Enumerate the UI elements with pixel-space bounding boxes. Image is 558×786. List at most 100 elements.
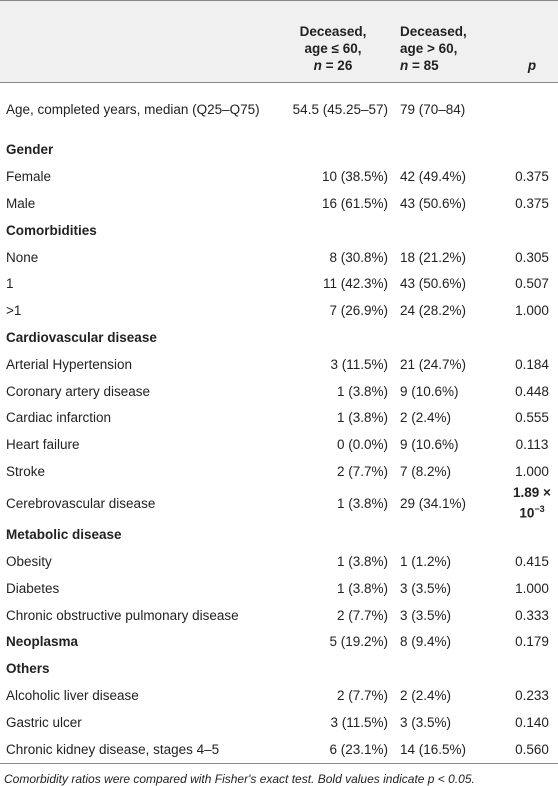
value-cell: 0.179 <box>515 634 549 650</box>
value-cell: 1.89 × 10−3 <box>506 485 558 522</box>
table-row: Metabolic disease <box>0 522 558 549</box>
value-cell: 2 (2.4%) <box>400 688 452 704</box>
header-row: Deceased, age ≤ 60, n = 26 Deceased, age > 6… <box>0 0 558 83</box>
table-body: Age, completed years, median (Q25–Q75) 54… <box>0 83 558 764</box>
header-count-value: = 85 <box>412 58 439 73</box>
value-cell: 1.000 <box>515 580 549 596</box>
value-cell: 43 (50.6%) <box>400 276 467 292</box>
value-cell: 7 (8.2%) <box>400 463 452 479</box>
header-count-value: = 26 <box>325 58 353 73</box>
table-row: 1 11 (42.3%) 43 (50.6%) 0.507 <box>0 271 558 298</box>
row-label: Gastric ulcer <box>6 714 82 730</box>
empty-cell <box>277 325 392 352</box>
empty-cell <box>392 656 506 683</box>
header-n: n <box>313 58 322 73</box>
value-cell: 79 (70–84) <box>400 102 466 117</box>
value-cell: 0.305 <box>515 249 549 265</box>
cell-sup: −3 <box>534 504 545 515</box>
table-row: Stroke 2 (7.7%) 7 (8.2%) 1.000 <box>0 459 558 486</box>
value-cell: 42 (49.4%) <box>400 169 467 185</box>
value-cell: 0.415 <box>515 554 549 570</box>
row-label: Cerebrovascular disease <box>6 495 156 511</box>
row-label: Heart failure <box>6 437 80 453</box>
table-row: Comorbidities <box>0 217 558 244</box>
value-cell: 0.448 <box>515 383 549 399</box>
row-label: Chronic kidney disease, stages 4–5 <box>6 741 220 757</box>
value-cell: 3 (3.5%) <box>400 607 452 623</box>
section-label: Cardiovascular disease <box>6 329 157 345</box>
section-label: Others <box>6 661 50 677</box>
footnote: Comorbidity ratios were compared with Fi… <box>4 772 475 786</box>
value-cell: 0.233 <box>515 688 549 704</box>
value-cell: 7 (26.9%) <box>329 303 388 319</box>
value-cell: 5 (19.2%) <box>329 634 388 650</box>
value-cell: 0.140 <box>515 714 549 730</box>
empty-cell <box>392 522 506 549</box>
row-label: Coronary artery disease <box>6 383 151 399</box>
empty-cell <box>506 656 558 683</box>
row-label: Obesity <box>6 554 52 570</box>
value-cell: 0 (0.0%) <box>336 437 388 453</box>
row-label: Female <box>6 169 52 185</box>
value-cell: 10 (38.5%) <box>321 169 388 185</box>
header-cell: Deceased, age ≤ 60, n = 26 <box>277 1 392 83</box>
value-cell: 0.184 <box>515 356 549 372</box>
empty-cell <box>506 217 558 244</box>
empty-cell <box>277 522 392 549</box>
table-row: Cardiac infarction 1 (3.8%) 2 (2.4%) 0.555 <box>0 405 558 432</box>
value-cell: 16 (61.5%) <box>321 195 388 211</box>
header-count: n = 85 <box>400 57 505 74</box>
value-cell: 2 (7.7%) <box>336 688 388 704</box>
value-cell: 6 (23.1%) <box>329 741 388 757</box>
table-row: >1 7 (26.9%) 24 (28.2%) 1.000 <box>0 298 558 325</box>
table-row: Arterial Hypertension 3 (11.5%) 21 (24.7%)… <box>0 351 558 378</box>
value-cell: 8 (9.4%) <box>400 634 452 650</box>
cell-text: 1.89 × 10 <box>513 485 551 521</box>
table-row: Chronic obstructive pulmonary disease 2 (… <box>0 602 558 629</box>
empty-cell <box>392 217 506 244</box>
value-cell: 1.000 <box>515 303 549 319</box>
row-label: Age, completed years, median (Q25–Q75) <box>6 102 260 117</box>
header-cell: Deceased, age > 60, n = 85 <box>392 1 506 83</box>
section-label: Neoplasma <box>6 634 79 650</box>
value-cell: 1 (3.8%) <box>336 410 388 426</box>
value-cell: 9 (10.6%) <box>400 437 459 453</box>
table-row: Neoplasma 5 (19.2%) 8 (9.4%) 0.179 <box>0 629 558 656</box>
table-row: Male 16 (61.5%) 43 (50.6%) 0.375 <box>0 191 558 218</box>
table-row: Obesity 1 (3.8%) 1 (1.2%) 0.415 <box>0 549 558 576</box>
row-label: Arterial Hypertension <box>6 356 133 372</box>
header-line: Deceased, <box>400 24 467 39</box>
value-cell: 2 (7.7%) <box>336 463 388 479</box>
header-n: n <box>400 58 409 73</box>
value-cell: 18 (21.2%) <box>400 249 467 265</box>
empty-cell <box>277 656 392 683</box>
table-row: Female 10 (38.5%) 42 (49.4%) 0.375 <box>0 164 558 191</box>
value-cell: 0.555 <box>515 410 549 426</box>
empty-cell <box>277 217 392 244</box>
empty-cell <box>506 325 558 352</box>
row-label: Diabetes <box>6 580 60 596</box>
header-line: p <box>527 58 537 73</box>
value-cell: 24 (28.2%) <box>400 303 467 319</box>
value-cell: 2 (2.4%) <box>400 410 452 426</box>
row-label: Stroke <box>6 463 46 479</box>
value-cell: 9 (10.6%) <box>400 383 459 399</box>
value-cell: 8 (30.8%) <box>329 249 388 265</box>
header-count: n = 26 <box>278 57 388 74</box>
value-cell: 1 (3.8%) <box>336 383 388 399</box>
empty-cell <box>392 137 506 164</box>
value-cell: 3 (3.5%) <box>400 714 452 730</box>
value-cell: 1 (3.8%) <box>336 554 388 570</box>
row-label: Cardiac infarction <box>6 410 112 426</box>
table-row: Others <box>0 656 558 683</box>
value-cell: 0.375 <box>515 195 549 211</box>
empty-cell <box>506 137 558 164</box>
value-cell: 0.375 <box>515 169 549 185</box>
table-row: Cardiovascular disease <box>0 325 558 352</box>
row-label: Male <box>6 195 36 211</box>
table-header: Deceased, age ≤ 60, n = 26 Deceased, age > 6… <box>0 0 558 83</box>
table-row: Gastric ulcer 3 (11.5%) 3 (3.5%) 0.140 <box>0 709 558 736</box>
section-label: Gender <box>6 142 54 158</box>
value-cell: 1 (3.8%) <box>336 580 388 596</box>
table-row: Diabetes 1 (3.8%) 3 (3.5%) 1.000 <box>0 575 558 602</box>
